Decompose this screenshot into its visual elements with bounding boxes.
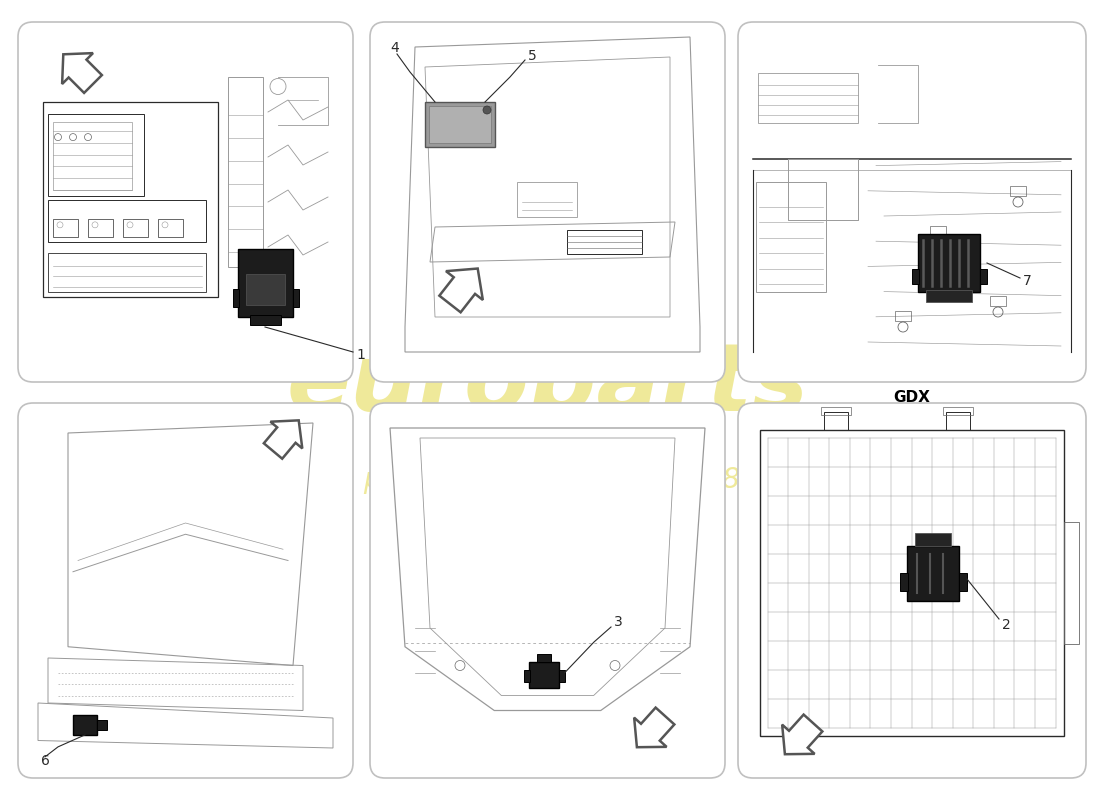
Bar [48,199,206,242]
Bar [537,654,551,662]
Text: 7: 7 [1023,274,1032,288]
Bar [900,573,908,591]
Text: 2: 2 [1002,618,1011,632]
Polygon shape [782,714,823,754]
Bar [43,102,218,297]
Bar [250,315,280,325]
Text: 4: 4 [390,41,398,55]
Bar [918,234,980,292]
FancyBboxPatch shape [738,22,1086,382]
Bar [758,73,858,122]
Bar [238,249,293,317]
Text: a passion for parts since 1985: a passion for parts since 1985 [338,466,758,494]
Bar [425,102,495,147]
Bar [53,122,132,190]
Bar [821,407,851,415]
Bar [912,269,918,284]
Bar [97,720,107,730]
Bar [943,407,972,415]
Bar [1064,522,1079,644]
Bar [926,290,972,302]
Bar [517,182,578,217]
Polygon shape [439,269,483,312]
Text: 3: 3 [614,615,623,629]
Bar [48,114,144,196]
Bar [930,226,946,236]
Text: 5: 5 [528,49,537,63]
Bar [566,230,642,254]
FancyBboxPatch shape [18,403,353,778]
Bar [1010,186,1026,196]
Polygon shape [264,420,303,458]
Bar [429,106,491,143]
Polygon shape [635,707,674,747]
FancyBboxPatch shape [370,403,725,778]
Circle shape [483,106,491,114]
Bar [756,182,826,292]
Bar [246,274,285,305]
Bar [53,219,77,237]
Text: europarts: europarts [287,339,810,431]
FancyBboxPatch shape [370,22,725,382]
Bar [48,253,206,292]
Bar [895,311,911,321]
Bar [959,573,967,591]
Bar [980,269,987,284]
Bar [233,289,239,307]
Bar [760,430,1064,736]
Bar [559,670,565,682]
Text: GDX: GDX [893,390,931,405]
Text: 6: 6 [41,754,50,768]
Bar [529,662,559,688]
Bar [824,412,848,430]
Bar [524,670,530,682]
Bar [293,289,299,307]
Polygon shape [62,53,102,93]
Bar [123,219,147,237]
Bar [88,219,112,237]
FancyBboxPatch shape [738,403,1086,778]
Bar [73,715,97,735]
Bar [908,546,959,601]
Text: 1: 1 [356,348,365,362]
Bar [990,296,1006,306]
Bar [915,533,952,546]
Bar [946,412,969,430]
Bar [228,77,263,267]
FancyBboxPatch shape [18,22,353,382]
Bar [158,219,183,237]
